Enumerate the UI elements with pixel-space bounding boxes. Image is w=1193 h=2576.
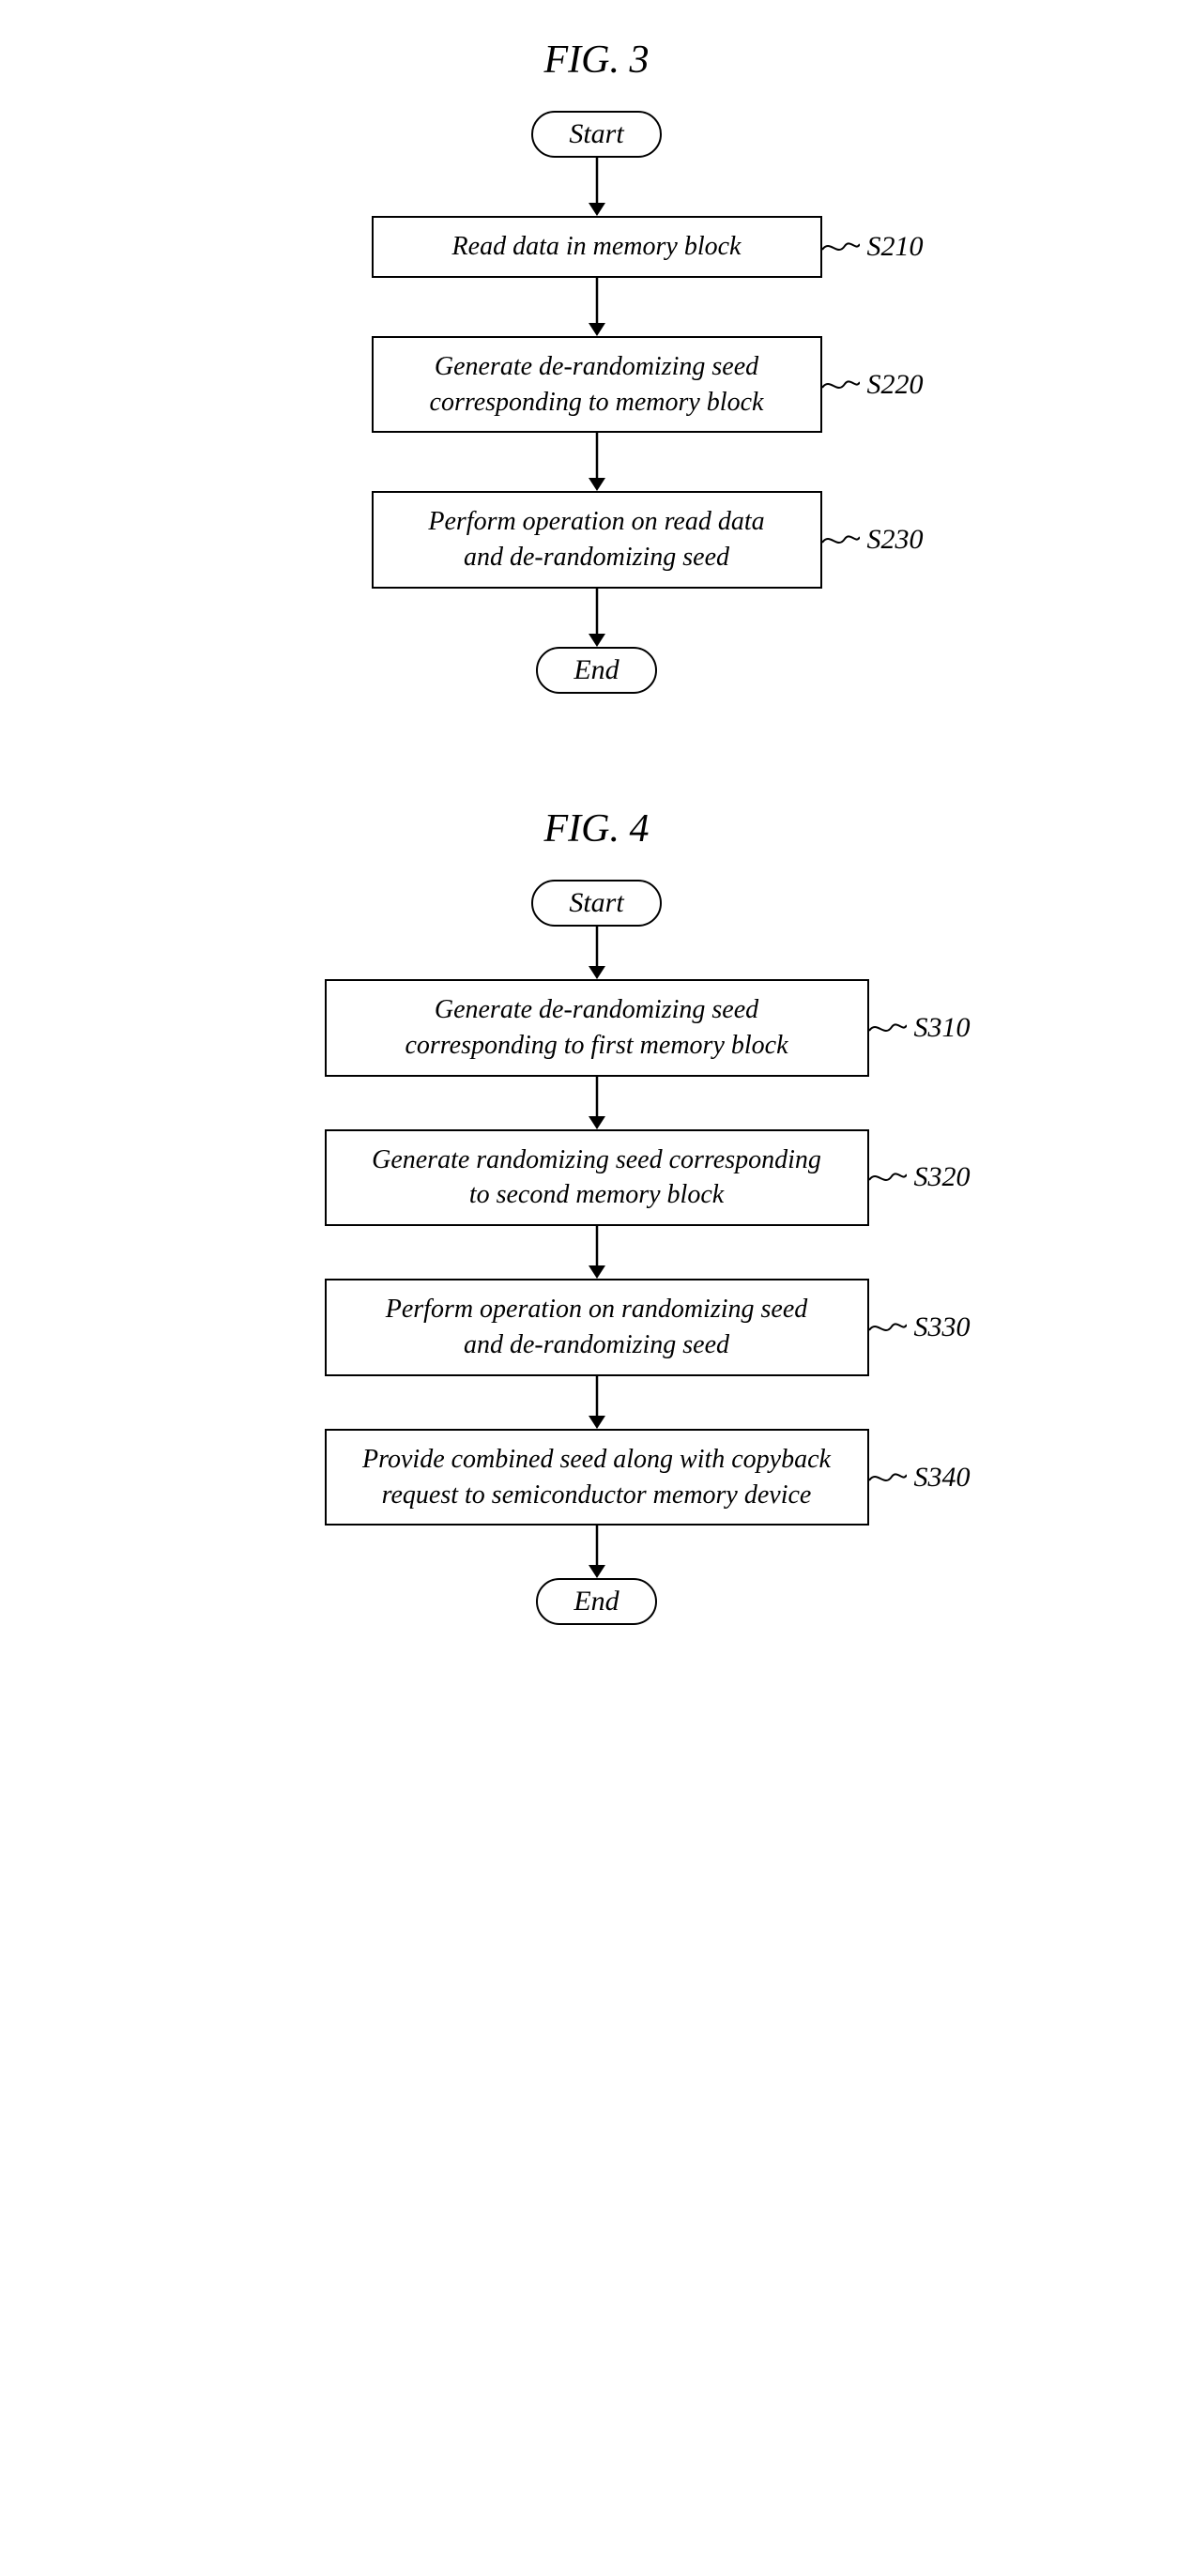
process-box-line: Generate de-randomizing seed [435, 352, 758, 381]
flow-arrow [586, 1526, 608, 1578]
flow-row: Generate de-randomizing seed correspondin… [372, 336, 822, 434]
process-box-line: request to semiconductor memory device [382, 1480, 812, 1510]
step-label: S330 [869, 1311, 971, 1343]
flow-row: Perform operation on randomizing seed and… [325, 1279, 869, 1376]
flow-arrow [586, 433, 608, 491]
figure-title: FIG. 4 [544, 806, 650, 851]
process-box-line: corresponding to memory block [430, 388, 764, 417]
flow-arrow [586, 1226, 608, 1279]
process-box-line: and de-randomizing seed [464, 543, 729, 572]
start-terminal: Start [531, 111, 661, 158]
process-box-line: corresponding to first memory block [405, 1031, 788, 1060]
process-box: Perform operation on read data and de-ran… [372, 491, 822, 589]
step-label: S320 [869, 1161, 971, 1193]
step-label-text: S340 [914, 1462, 971, 1494]
step-label-text: S230 [867, 524, 924, 556]
flow-row: Provide combined seed along with copybac… [325, 1429, 869, 1526]
step-label: S230 [822, 524, 924, 556]
flow-arrow [586, 927, 608, 979]
step-label: S310 [869, 1012, 971, 1044]
process-box: Generate de-randomizing seed correspondin… [325, 979, 869, 1077]
step-label-text: S330 [914, 1311, 971, 1343]
step-label-text: S310 [914, 1012, 971, 1044]
process-box-line: Generate randomizing seed corresponding [372, 1145, 821, 1174]
step-label: S210 [822, 231, 924, 263]
process-box-line: Perform operation on read data [428, 507, 764, 536]
process-box: Generate de-randomizing seed correspondin… [372, 336, 822, 434]
process-box: Perform operation on randomizing seed and… [325, 1279, 869, 1376]
start-terminal: Start [531, 880, 661, 927]
flow-row: Generate randomizing seed corresponding t… [325, 1129, 869, 1227]
process-box: Provide combined seed along with copybac… [325, 1429, 869, 1526]
step-label-text: S320 [914, 1161, 971, 1193]
end-terminal: End [536, 647, 656, 694]
flow-arrow [586, 1376, 608, 1429]
step-label-text: S210 [867, 231, 924, 263]
process-box-line: to second memory block [469, 1180, 724, 1209]
process-box: Read data in memory block [372, 216, 822, 278]
process-box: Generate randomizing seed corresponding t… [325, 1129, 869, 1227]
figure-1: FIG. 3 Start Read data in memory blockS210… [325, 38, 869, 694]
step-label-text: S220 [867, 369, 924, 401]
figure-2: FIG. 4 Start Generate de-randomizing seed c… [325, 806, 869, 1625]
process-box-line: Provide combined seed along with copybac… [362, 1445, 831, 1474]
step-label: S340 [869, 1462, 971, 1494]
flow-arrow [586, 158, 608, 216]
figure-title: FIG. 3 [544, 38, 650, 83]
process-box-line: Read data in memory block [452, 232, 742, 261]
end-terminal: End [536, 1578, 656, 1625]
flow-arrow [586, 278, 608, 336]
process-box-line: Generate de-randomizing seed [435, 995, 758, 1024]
flow-arrow [586, 589, 608, 647]
process-box-line: Perform operation on randomizing seed [386, 1295, 808, 1324]
flow-arrow [586, 1077, 608, 1129]
flow-row: Read data in memory blockS210 [372, 216, 822, 278]
step-label: S220 [822, 369, 924, 401]
flow-row: Generate de-randomizing seed correspondin… [325, 979, 869, 1077]
process-box-line: and de-randomizing seed [464, 1330, 729, 1359]
flow-row: Perform operation on read data and de-ran… [372, 491, 822, 589]
